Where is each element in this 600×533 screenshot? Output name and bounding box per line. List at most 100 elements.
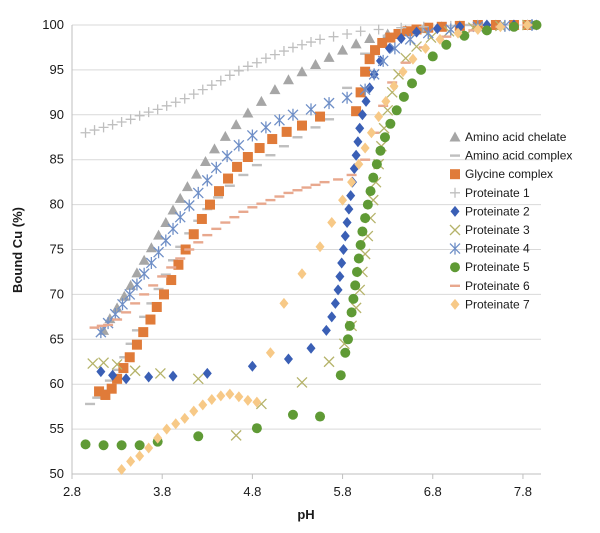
data-point: [379, 132, 390, 143]
data-point: [350, 38, 362, 49]
data-point: [252, 396, 262, 408]
data-point: [80, 127, 91, 138]
data-point: [327, 217, 337, 229]
data-point: [197, 84, 208, 95]
legend-entry: Proteinate 4: [449, 242, 530, 256]
data-point: [269, 84, 281, 95]
x-tick-label: 4.8: [243, 484, 261, 499]
data-point: [324, 118, 335, 121]
data-point: [468, 29, 479, 32]
data-point: [146, 302, 157, 305]
data-point: [201, 174, 213, 187]
legend-entry: Amino acid complex: [450, 149, 572, 163]
y-tick-label: 80: [50, 197, 64, 212]
data-point: [346, 190, 356, 202]
data-point: [251, 163, 262, 167]
data-point: [377, 37, 388, 48]
data-point: [422, 27, 434, 40]
data-point: [145, 256, 157, 269]
data-point: [340, 347, 351, 358]
x-axis-title: pH: [297, 507, 314, 522]
data-point: [111, 358, 123, 370]
data-point: [267, 134, 278, 145]
data-point: [118, 363, 129, 374]
data-point: [251, 57, 262, 68]
data-marks: [80, 19, 542, 476]
data-point: [355, 26, 366, 37]
x-tick-label: 5.8: [334, 484, 352, 499]
data-point: [337, 44, 349, 55]
data-point: [342, 86, 353, 90]
data-point: [306, 37, 317, 48]
data-point: [116, 116, 127, 127]
data-point: [315, 411, 326, 422]
x-tick-label: 2.8: [63, 484, 81, 499]
y-tick-label: 50: [50, 466, 64, 481]
data-point: [175, 245, 186, 249]
legend-marker: [450, 154, 460, 157]
data-point: [138, 327, 149, 338]
legend-label: Proteinate 2: [465, 204, 530, 218]
data-point: [282, 74, 294, 85]
y-tick-label: 70: [50, 286, 64, 301]
data-point: [337, 257, 347, 269]
data-point: [198, 399, 208, 411]
data-point: [207, 393, 217, 405]
y-tick-label: 100: [42, 17, 64, 32]
data-point: [117, 464, 127, 476]
data-point: [353, 136, 363, 148]
data-point: [265, 198, 276, 202]
data-point: [144, 371, 154, 383]
data-point: [365, 186, 376, 197]
data-point: [131, 329, 142, 332]
data-point: [161, 100, 172, 111]
data-point: [357, 226, 368, 237]
data-point: [283, 191, 294, 195]
axes: 50 55 60 65 70 75 80 85 90 95 100 2.8 3.8 4.8 5.8 6.8 7.…: [42, 17, 541, 499]
data-point: [134, 110, 145, 121]
data-point: [131, 339, 142, 350]
x-tick-label: 7.8: [514, 484, 532, 499]
data-point: [126, 455, 136, 467]
data-point: [360, 213, 371, 224]
data-point: [131, 267, 143, 278]
legend-label: Proteinate 3: [465, 223, 530, 237]
data-point: [378, 104, 389, 108]
data-point: [346, 173, 357, 177]
data-point: [344, 203, 354, 215]
data-point: [310, 183, 321, 187]
data-point: [143, 107, 154, 118]
data-point: [206, 80, 217, 91]
data-point: [342, 28, 353, 39]
data-point: [98, 440, 109, 451]
data-point: [278, 46, 289, 57]
data-point: [481, 25, 492, 36]
legend-entry: Glycine complex: [450, 167, 553, 181]
data-point: [333, 178, 344, 181]
y-tick-label: 90: [50, 107, 64, 122]
legend-entry: Proteinate 1: [450, 186, 530, 200]
data-point: [151, 301, 162, 312]
data-point: [230, 429, 242, 441]
data-point: [232, 161, 243, 172]
data-point: [360, 52, 371, 55]
data-point: [116, 440, 127, 451]
data-point: [364, 32, 376, 43]
data-point: [224, 184, 235, 187]
data-point: [109, 308, 121, 321]
data-point: [230, 119, 242, 130]
data-point: [174, 211, 186, 224]
data-point: [351, 106, 362, 117]
data-point: [219, 130, 231, 141]
data-point: [104, 379, 115, 382]
data-point: [254, 143, 265, 154]
data-point: [328, 31, 339, 42]
data-point: [355, 240, 366, 251]
legend-marker: [450, 284, 460, 287]
y-tick-label: 75: [50, 242, 64, 257]
data-point: [216, 390, 226, 402]
data-point: [118, 290, 130, 301]
data-point: [330, 297, 340, 309]
